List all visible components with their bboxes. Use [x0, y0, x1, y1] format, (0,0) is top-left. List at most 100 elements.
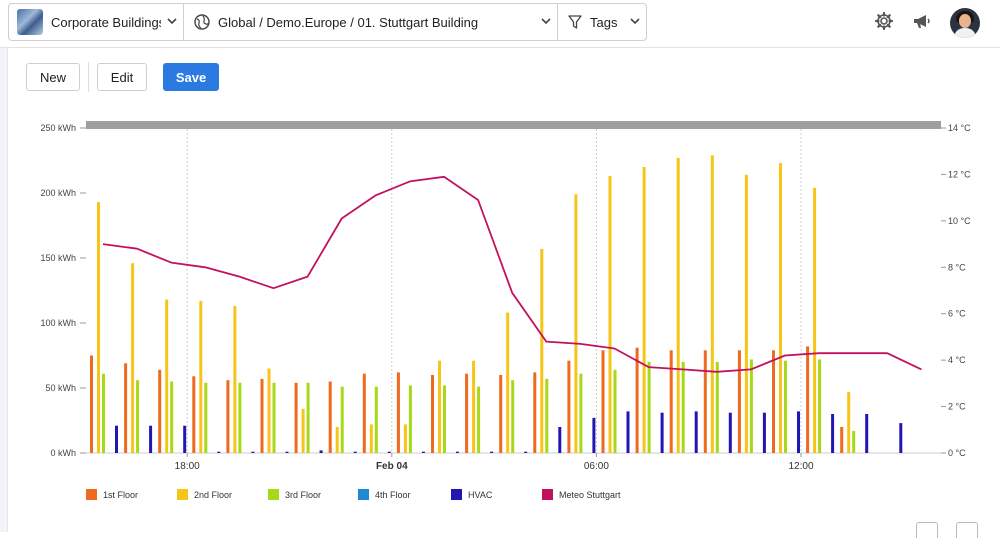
save-button[interactable]: Save	[163, 63, 219, 91]
bar-1st-floor	[602, 350, 605, 453]
bar-2nd-floor	[506, 313, 509, 453]
bar-2nd-floor	[302, 409, 305, 453]
x-tick-label: 12:00	[788, 461, 813, 472]
user-avatar[interactable]	[950, 8, 980, 38]
bar-2nd-floor	[745, 175, 748, 453]
y-right-tick-label: 4 °C	[948, 355, 966, 365]
bar-hvac	[217, 452, 220, 453]
bar-1st-floor	[738, 350, 741, 453]
legend-label: 4th Floor	[375, 490, 411, 500]
bar-1st-floor	[670, 350, 673, 453]
legend-label: 2nd Floor	[194, 490, 232, 500]
bar-2nd-floor	[131, 263, 134, 453]
bar-1st-floor	[397, 372, 400, 453]
legend-label: 1st Floor	[103, 490, 138, 500]
bar-2nd-floor	[677, 158, 680, 453]
document-icon[interactable]	[916, 522, 938, 538]
bar-hvac	[558, 427, 561, 453]
legend-item[interactable]: 2nd Floor	[177, 489, 268, 500]
bar-1st-floor	[533, 372, 536, 453]
bar-3rd-floor	[341, 387, 344, 453]
bar-hvac	[183, 426, 186, 453]
bar-2nd-floor	[165, 300, 168, 453]
y-left-tick-label: 200 kWh	[40, 188, 76, 198]
building-selector-label: Corporate Buildings	[51, 15, 161, 30]
legend-item[interactable]: HVAC	[451, 489, 542, 500]
bar-1st-floor	[226, 380, 229, 453]
bar-1st-floor	[329, 382, 332, 454]
bar-1st-floor	[192, 376, 195, 453]
chevron-down-icon	[161, 16, 183, 28]
bar-2nd-floor	[540, 249, 543, 453]
bar-3rd-floor	[307, 383, 310, 453]
building-selector[interactable]: Corporate Buildings	[8, 3, 184, 41]
camera-icon[interactable]	[956, 522, 978, 538]
range-band	[86, 121, 941, 129]
bar-3rd-floor	[409, 385, 412, 453]
bar-hvac	[354, 452, 357, 453]
bar-hvac	[899, 423, 902, 453]
y-left-tick-label: 150 kWh	[40, 253, 76, 263]
bar-2nd-floor	[574, 194, 577, 453]
legend-label: 3rd Floor	[285, 490, 321, 500]
export-actions	[916, 522, 978, 538]
building-thumbnail-icon	[17, 9, 43, 35]
bar-1st-floor	[499, 375, 502, 453]
location-path-selector[interactable]: Global / Demo.Europe / 01. Stuttgart Bui…	[184, 3, 558, 41]
bar-hvac	[661, 413, 664, 453]
bar-3rd-floor	[784, 361, 787, 453]
bar-1st-floor	[90, 356, 93, 454]
tags-selector[interactable]: Tags	[557, 3, 647, 41]
top-bar: Corporate Buildings Global / Demo.Europe…	[0, 0, 1000, 48]
bar-2nd-floor	[643, 167, 646, 453]
bar-2nd-floor	[268, 369, 271, 454]
bar-2nd-floor	[404, 424, 407, 453]
bar-2nd-floor	[336, 427, 339, 453]
legend-item[interactable]: 1st Floor	[86, 489, 177, 500]
bar-hvac	[388, 452, 391, 453]
edit-button[interactable]: Edit	[97, 63, 147, 91]
bar-hvac	[627, 411, 630, 453]
bar-1st-floor	[465, 374, 468, 453]
bar-1st-floor	[158, 370, 161, 453]
bar-1st-floor	[704, 350, 707, 453]
globe-icon	[194, 14, 210, 30]
bar-3rd-floor	[477, 387, 480, 453]
bar-2nd-floor	[847, 392, 850, 453]
y-right-tick-label: 12 °C	[948, 169, 971, 179]
bar-1st-floor	[806, 346, 809, 453]
bar-hvac	[695, 411, 698, 453]
bar-hvac	[763, 413, 766, 453]
bar-3rd-floor	[102, 374, 105, 453]
bar-2nd-floor	[711, 155, 714, 453]
legend-item[interactable]: 4th Floor	[358, 489, 451, 500]
x-tick-label: Feb 04	[376, 461, 408, 472]
bar-hvac	[422, 452, 425, 453]
bar-1st-floor	[567, 361, 570, 453]
bar-hvac	[115, 426, 118, 453]
y-left-tick-label: 100 kWh	[40, 318, 76, 328]
legend-item[interactable]: Meteo Stuttgart	[542, 489, 652, 500]
avatar-face	[959, 14, 971, 28]
line-meteo-stuttgart	[103, 177, 921, 372]
bar-hvac	[320, 450, 323, 453]
bar-hvac	[592, 418, 595, 453]
y-right-tick-label: 10 °C	[948, 216, 971, 226]
bar-2nd-floor	[97, 202, 100, 453]
bar-2nd-floor	[233, 306, 236, 453]
bar-1st-floor	[295, 383, 298, 453]
bar-2nd-floor	[370, 424, 373, 453]
bar-1st-floor	[261, 379, 264, 453]
new-button[interactable]: New	[26, 63, 80, 91]
legend-swatch	[177, 489, 188, 500]
bar-3rd-floor	[579, 374, 582, 453]
y-left-tick-label: 50 kWh	[45, 383, 76, 393]
gear-icon[interactable]	[874, 11, 894, 36]
y-left-tick-label: 0 kWh	[50, 448, 76, 458]
megaphone-icon[interactable]	[912, 11, 932, 36]
legend-item[interactable]: 3rd Floor	[268, 489, 358, 500]
bar-hvac	[251, 452, 254, 453]
bar-hvac	[831, 414, 834, 453]
y-left-tick-label: 250 kWh	[40, 123, 76, 133]
